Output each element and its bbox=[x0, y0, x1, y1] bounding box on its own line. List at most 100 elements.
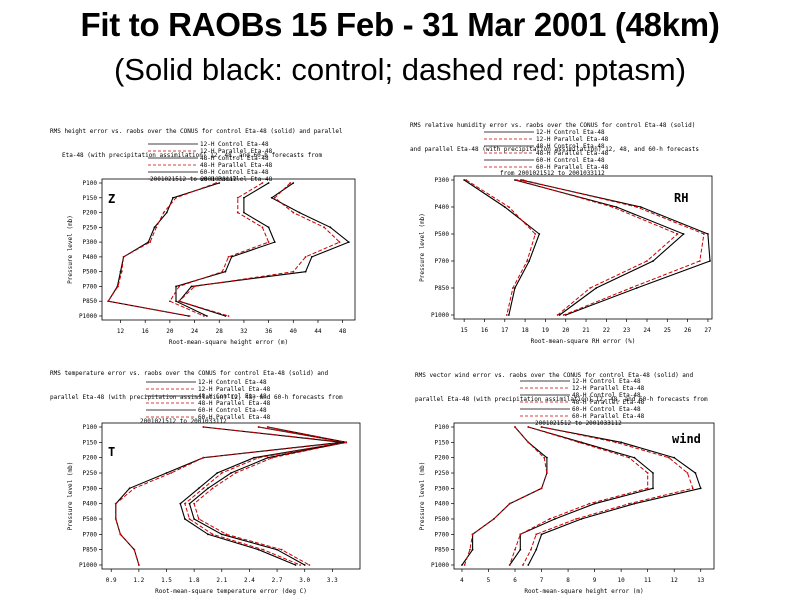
y-tick-label: P100 bbox=[83, 424, 98, 431]
data-point bbox=[308, 564, 311, 566]
y-axis-label: Pressure level (mb) bbox=[67, 215, 74, 284]
x-tick-label: 11 bbox=[644, 577, 652, 584]
series-line bbox=[520, 179, 711, 316]
y-tick-label: P150 bbox=[83, 195, 98, 202]
data-point bbox=[168, 300, 171, 303]
data-point bbox=[175, 285, 177, 288]
data-point bbox=[236, 211, 239, 214]
data-point bbox=[303, 564, 306, 566]
legend-entry: 48-H Parallel Eta-48 bbox=[200, 162, 273, 169]
data-point bbox=[635, 206, 638, 208]
data-point bbox=[257, 548, 260, 551]
x-tick-label: 24 bbox=[191, 328, 199, 335]
data-point bbox=[133, 487, 136, 490]
data-point bbox=[155, 226, 158, 229]
data-point bbox=[535, 533, 538, 536]
x-tick-label: 20 bbox=[562, 327, 570, 334]
y-tick-label: P200 bbox=[435, 455, 450, 462]
chart-title-line: and parallel Eta-48 (with precipitation … bbox=[410, 146, 699, 153]
series-line bbox=[522, 426, 694, 566]
data-point bbox=[548, 518, 551, 520]
data-point bbox=[114, 518, 117, 520]
x-tick-label: 13 bbox=[697, 577, 705, 584]
data-point bbox=[119, 533, 122, 536]
y-tick-label: P500 bbox=[435, 516, 450, 523]
data-point bbox=[635, 287, 638, 289]
data-point bbox=[526, 260, 529, 262]
data-point bbox=[545, 456, 548, 459]
data-point bbox=[193, 285, 196, 288]
data-point bbox=[117, 285, 119, 288]
data-point bbox=[545, 472, 548, 474]
data-point bbox=[184, 502, 186, 505]
data-point bbox=[553, 518, 556, 520]
chart-title: RMS vector wind error vs. raobs over the… bbox=[415, 356, 708, 444]
y-tick-label: P700 bbox=[435, 531, 450, 538]
data-point bbox=[595, 287, 598, 289]
chart-title-line: 2001021512 to 2001033112 bbox=[150, 176, 237, 183]
data-point bbox=[172, 196, 174, 199]
series-line bbox=[188, 426, 347, 566]
data-point bbox=[534, 233, 537, 235]
series-line bbox=[169, 182, 270, 317]
data-point bbox=[615, 206, 618, 208]
data-point bbox=[224, 270, 227, 273]
data-point bbox=[206, 315, 208, 317]
data-point bbox=[556, 314, 559, 316]
data-point bbox=[686, 472, 689, 474]
data-point bbox=[577, 441, 580, 444]
data-point bbox=[707, 233, 709, 235]
legend-entry: 60-H Control Eta-48 bbox=[536, 157, 605, 164]
data-point bbox=[257, 456, 260, 459]
chart-title-line: 2001021512 to 2001033112 bbox=[140, 418, 227, 425]
y-tick-label: P250 bbox=[435, 470, 450, 477]
data-point bbox=[227, 315, 230, 317]
x-tick-label: 2.4 bbox=[244, 577, 255, 584]
x-axis-label: Root-mean-square height error (m) bbox=[524, 588, 643, 595]
data-point bbox=[512, 287, 514, 289]
slide-title: Fit to RAOBs 15 Feb - 31 Mar 2001 (48km) bbox=[80, 6, 720, 43]
data-point bbox=[273, 196, 276, 199]
legend-entry: 12-H Parallel Eta-48 bbox=[198, 386, 271, 393]
data-point bbox=[262, 548, 265, 551]
series-line bbox=[509, 426, 654, 566]
data-point bbox=[165, 472, 168, 474]
data-point bbox=[629, 287, 632, 289]
y-tick-label: P200 bbox=[83, 455, 98, 462]
x-tick-label: 40 bbox=[290, 328, 298, 335]
data-point bbox=[170, 472, 173, 474]
y-tick-label: P850 bbox=[83, 298, 98, 305]
y-tick-label: P700 bbox=[83, 531, 98, 538]
data-point bbox=[580, 518, 583, 520]
x-tick-label: 3.0 bbox=[299, 577, 310, 584]
data-point bbox=[202, 426, 205, 428]
data-point bbox=[508, 564, 511, 566]
data-point bbox=[267, 182, 270, 184]
data-point bbox=[276, 548, 278, 551]
x-tick-label: 16 bbox=[481, 327, 489, 334]
data-point bbox=[463, 179, 466, 181]
series-line bbox=[464, 426, 548, 566]
x-tick-label: 7 bbox=[540, 577, 544, 584]
data-point bbox=[699, 487, 702, 490]
x-tick-label: 10 bbox=[618, 577, 626, 584]
data-point bbox=[527, 426, 530, 428]
legend-entry: 12-H Control Eta-48 bbox=[198, 379, 267, 386]
x-tick-label: 27 bbox=[704, 327, 712, 334]
data-point bbox=[345, 441, 348, 444]
data-point bbox=[292, 182, 295, 184]
legend-entry: 48-H Parallel Eta-48 bbox=[536, 150, 609, 157]
x-tick-label: 25 bbox=[664, 327, 672, 334]
data-point bbox=[516, 179, 518, 181]
data-point bbox=[514, 287, 516, 289]
data-point bbox=[289, 182, 292, 184]
data-point bbox=[298, 211, 301, 214]
series-line bbox=[184, 426, 347, 566]
y-tick-label: P1000 bbox=[431, 312, 449, 319]
series-line bbox=[178, 182, 341, 317]
chart-panel-z: RMS height error vs. raobs over the CONU… bbox=[0, 100, 400, 350]
legend-entry: 60-H Parallel Eta-48 bbox=[198, 414, 271, 421]
